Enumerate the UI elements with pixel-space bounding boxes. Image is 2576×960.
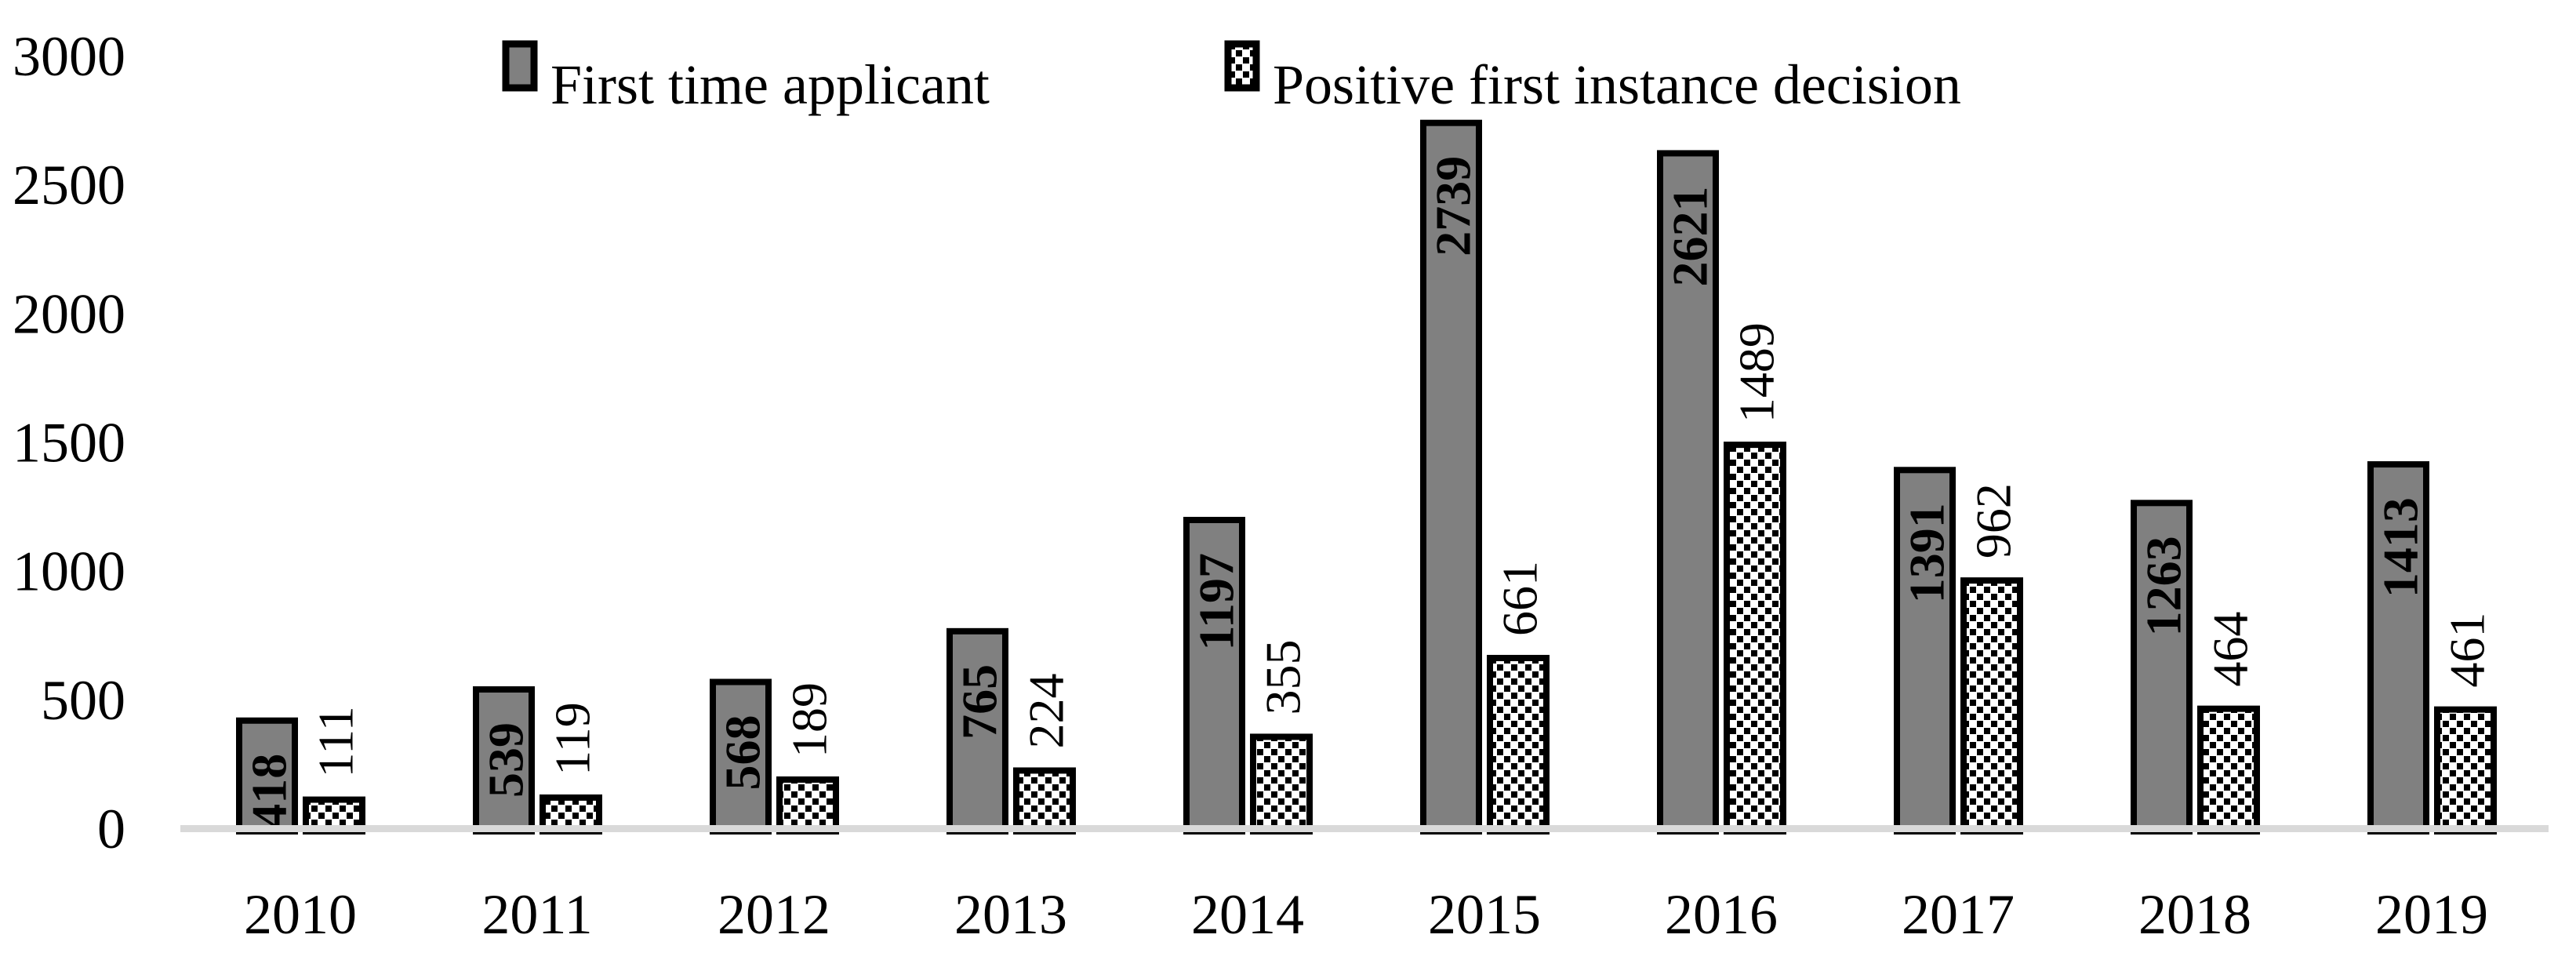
data-label-positive-decision-2014: 355 <box>1255 639 1311 715</box>
data-label-first-time-applicant-2014: 1197 <box>1189 553 1244 650</box>
data-label-first-time-applicant-2013: 765 <box>952 664 1008 740</box>
data-label-positive-decision-2010: 111 <box>308 706 364 777</box>
data-label-first-time-applicant-2019: 1413 <box>2373 497 2429 598</box>
y-tick-label-500: 500 <box>41 669 125 732</box>
data-label-first-time-applicant-2016: 2621 <box>1662 186 1718 286</box>
x-tick-label-2010: 2010 <box>244 883 357 946</box>
bar-positive-decision-2016 <box>1724 442 1786 835</box>
bar-positive-decision-2014 <box>1250 733 1313 835</box>
x-tick-label-2013: 2013 <box>954 883 1067 946</box>
x-tick-label-2018: 2018 <box>2138 883 2251 946</box>
y-tick-label-3000: 3000 <box>13 25 125 88</box>
y-tick-label-0: 0 <box>97 798 125 860</box>
bar-first-time-applicant-2017 <box>1894 467 1956 835</box>
bar-first-time-applicant-2015 <box>1420 119 1482 835</box>
legend: First time applicant Positive first inst… <box>502 40 1961 116</box>
bar-positive-decision-2012 <box>776 776 839 835</box>
data-label-first-time-applicant-2015: 2739 <box>1426 156 1481 256</box>
data-label-positive-decision-2011: 119 <box>545 702 601 776</box>
bar-positive-decision-2019 <box>2434 706 2497 835</box>
legend-swatch-first-time-applicant <box>502 40 538 92</box>
x-tick-label-2016: 2016 <box>1665 883 1778 946</box>
data-label-first-time-applicant-2017: 1391 <box>1899 503 1955 603</box>
x-tick-label-2019: 2019 <box>2375 883 2488 946</box>
bar-first-time-applicant-2013 <box>946 627 1008 835</box>
legend-label-first-time-applicant: First time applicant <box>550 53 990 116</box>
data-label-positive-decision-2019: 461 <box>2440 613 2495 688</box>
data-label-first-time-applicant-2012: 568 <box>715 715 771 791</box>
x-tick-label-2015: 2015 <box>1428 883 1541 946</box>
x-axis-line <box>180 825 2549 832</box>
legend-swatch-positive-decision <box>1224 40 1260 92</box>
bar-positive-decision-2015 <box>1487 654 1550 835</box>
x-tick-label-2011: 2011 <box>481 883 592 946</box>
data-label-positive-decision-2015: 661 <box>1492 561 1548 636</box>
x-tick-label-2012: 2012 <box>718 883 830 946</box>
bar-positive-decision-2013 <box>1013 767 1076 835</box>
y-tick-label-1000: 1000 <box>13 540 125 603</box>
data-label-positive-decision-2012: 189 <box>782 682 837 758</box>
data-label-first-time-applicant-2011: 539 <box>478 722 534 798</box>
y-tick-label-2500: 2500 <box>13 154 125 216</box>
y-tick-label-1500: 1500 <box>13 412 125 475</box>
x-tick-label-2014: 2014 <box>1191 883 1304 946</box>
data-label-positive-decision-2013: 224 <box>1019 673 1074 748</box>
data-label-positive-decision-2018: 464 <box>2203 612 2258 687</box>
bar-positive-decision-2018 <box>2197 705 2260 835</box>
bar-positive-decision-2017 <box>1960 577 2023 835</box>
data-label-first-time-applicant-2010: 418 <box>242 754 297 829</box>
x-tick-label-2017: 2017 <box>1902 883 2015 946</box>
data-label-first-time-applicant-2018: 1263 <box>2136 536 2192 636</box>
data-label-positive-decision-2016: 1489 <box>1729 322 1785 423</box>
y-tick-label-2000: 2000 <box>13 282 125 345</box>
data-label-positive-decision-2017: 962 <box>1966 483 2022 558</box>
legend-label-positive-decision: Positive first instance decision <box>1273 53 1961 116</box>
